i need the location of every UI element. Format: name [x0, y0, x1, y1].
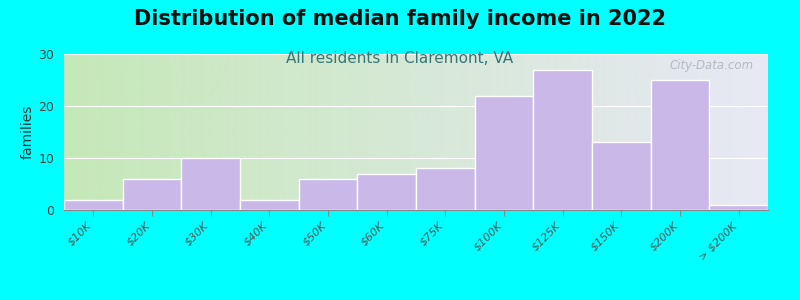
Bar [298, 179, 358, 210]
Text: Distribution of median family income in 2022: Distribution of median family income in … [134, 9, 666, 29]
Bar [592, 142, 650, 210]
Y-axis label: families: families [20, 105, 34, 159]
Bar [122, 179, 182, 210]
Bar [182, 158, 240, 210]
Bar [534, 70, 592, 210]
Bar [650, 80, 710, 210]
Bar [416, 168, 474, 210]
Bar [710, 205, 768, 210]
Bar [64, 200, 122, 210]
Bar [358, 174, 416, 210]
Text: All residents in Claremont, VA: All residents in Claremont, VA [286, 51, 514, 66]
Bar [474, 96, 534, 210]
Bar [240, 200, 298, 210]
Text: City-Data.com: City-Data.com [670, 59, 754, 72]
